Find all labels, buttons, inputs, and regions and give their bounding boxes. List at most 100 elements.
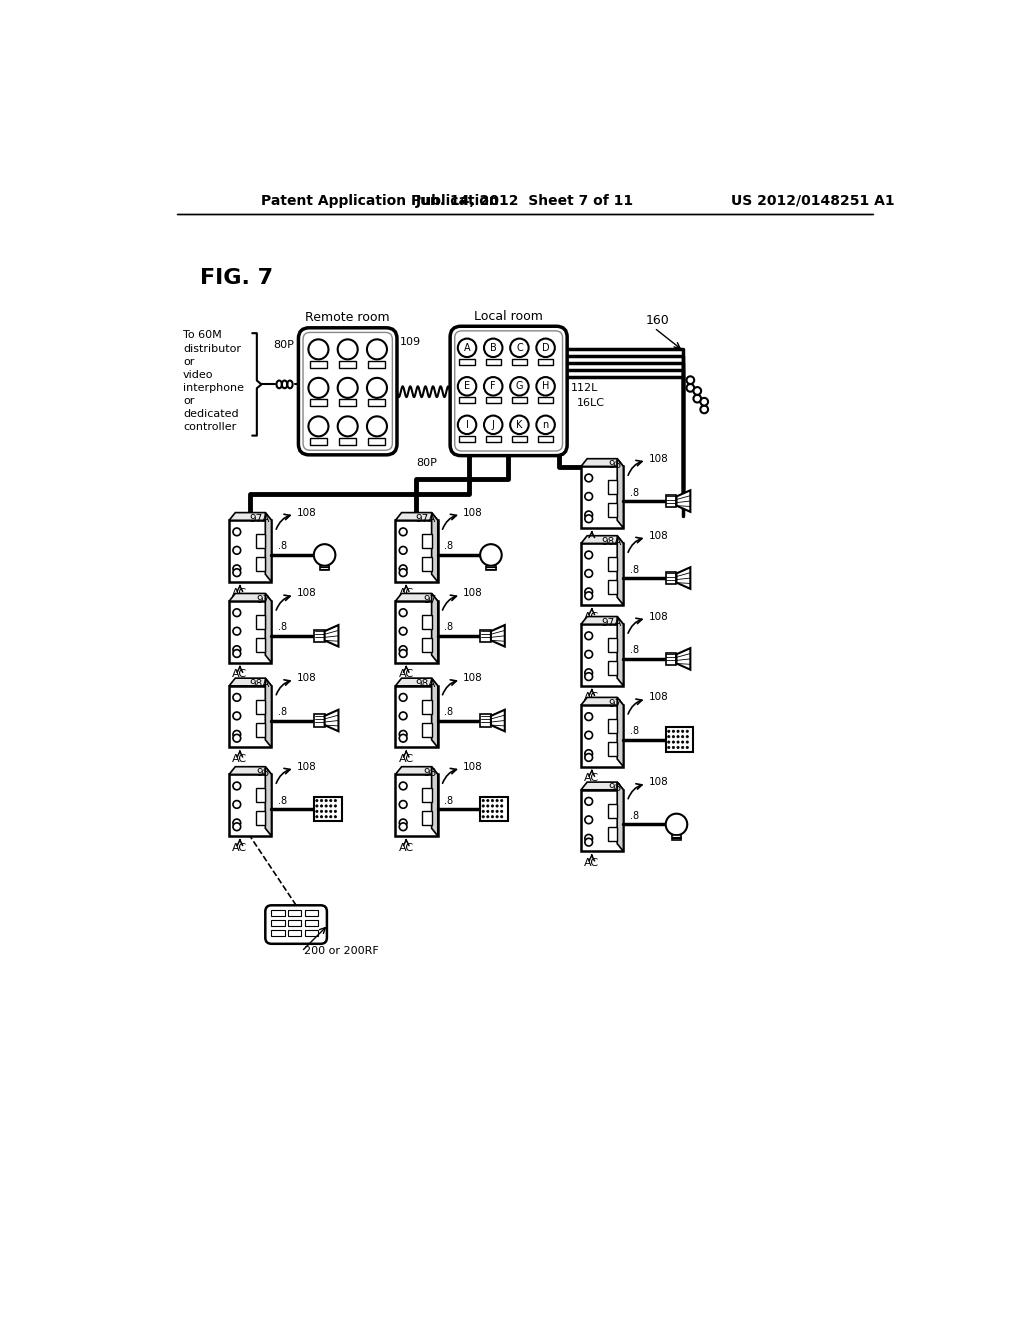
- Bar: [608, 581, 617, 594]
- Polygon shape: [395, 767, 438, 775]
- Circle shape: [321, 816, 323, 818]
- Circle shape: [321, 810, 323, 813]
- Bar: [480, 714, 490, 726]
- Text: 108: 108: [297, 673, 316, 684]
- Circle shape: [585, 651, 593, 659]
- Polygon shape: [581, 697, 624, 705]
- Circle shape: [686, 384, 694, 392]
- Circle shape: [666, 813, 687, 836]
- Circle shape: [315, 816, 318, 818]
- Bar: [395, 686, 438, 747]
- Polygon shape: [432, 678, 438, 747]
- Text: B: B: [489, 343, 497, 352]
- Bar: [608, 661, 617, 675]
- Circle shape: [585, 838, 593, 846]
- Bar: [289, 920, 301, 927]
- Polygon shape: [617, 616, 624, 686]
- Text: or: or: [183, 356, 195, 367]
- Bar: [460, 359, 475, 364]
- Text: AC: AC: [398, 669, 414, 680]
- Text: 97: 97: [257, 594, 270, 605]
- Circle shape: [686, 741, 688, 743]
- Circle shape: [338, 339, 357, 359]
- Bar: [666, 495, 677, 507]
- Circle shape: [399, 800, 407, 808]
- Circle shape: [496, 805, 499, 807]
- Text: US 2012/0148251 A1: US 2012/0148251 A1: [731, 194, 895, 207]
- Bar: [422, 557, 432, 572]
- Bar: [256, 723, 265, 737]
- Text: interphone: interphone: [183, 383, 244, 393]
- Polygon shape: [432, 512, 438, 582]
- Bar: [581, 466, 624, 528]
- Circle shape: [677, 741, 679, 743]
- Text: AC: AC: [585, 611, 599, 622]
- Circle shape: [308, 416, 329, 437]
- Text: 97A: 97A: [416, 513, 436, 524]
- Text: 108: 108: [297, 508, 316, 517]
- Bar: [271, 909, 285, 916]
- Text: FIG. 7: FIG. 7: [200, 268, 273, 288]
- Text: 16LC: 16LC: [577, 399, 604, 408]
- Polygon shape: [325, 626, 339, 647]
- Circle shape: [668, 746, 670, 748]
- Circle shape: [585, 673, 593, 681]
- Circle shape: [484, 338, 503, 358]
- Circle shape: [585, 632, 593, 640]
- Circle shape: [677, 746, 679, 748]
- Text: 98: 98: [608, 783, 622, 793]
- Circle shape: [486, 805, 489, 807]
- Bar: [271, 929, 285, 936]
- Polygon shape: [581, 459, 624, 466]
- Text: .8: .8: [630, 726, 639, 737]
- Circle shape: [672, 735, 675, 738]
- Text: 108: 108: [463, 673, 483, 684]
- Bar: [485, 436, 501, 442]
- Circle shape: [501, 810, 503, 813]
- Circle shape: [686, 730, 688, 733]
- Circle shape: [367, 339, 387, 359]
- Text: AC: AC: [585, 693, 599, 702]
- Bar: [485, 359, 501, 364]
- Circle shape: [233, 627, 241, 635]
- Text: .8: .8: [444, 622, 453, 632]
- Text: 108: 108: [649, 777, 669, 787]
- Circle shape: [321, 805, 323, 807]
- Bar: [313, 714, 325, 726]
- Text: .8: .8: [278, 708, 287, 717]
- Text: AC: AC: [232, 842, 248, 853]
- Bar: [310, 360, 327, 368]
- Text: 108: 108: [463, 762, 483, 772]
- Bar: [666, 653, 677, 665]
- Text: 98: 98: [423, 768, 436, 777]
- Polygon shape: [395, 678, 438, 686]
- Circle shape: [585, 492, 593, 500]
- Text: 112L: 112L: [571, 383, 598, 393]
- Circle shape: [693, 395, 701, 403]
- Circle shape: [233, 711, 241, 719]
- Circle shape: [325, 816, 328, 818]
- Text: .8: .8: [630, 487, 639, 498]
- Circle shape: [233, 569, 241, 577]
- Circle shape: [492, 800, 494, 801]
- Circle shape: [330, 810, 332, 813]
- Text: 109: 109: [400, 337, 421, 347]
- Bar: [608, 719, 617, 733]
- Bar: [369, 400, 385, 407]
- Circle shape: [486, 816, 489, 818]
- Text: controller: controller: [183, 422, 237, 432]
- Polygon shape: [229, 767, 271, 775]
- Circle shape: [233, 822, 241, 830]
- Polygon shape: [395, 512, 438, 520]
- Circle shape: [492, 816, 494, 818]
- Bar: [608, 742, 617, 756]
- Bar: [256, 788, 265, 803]
- Bar: [229, 775, 271, 836]
- Polygon shape: [229, 594, 271, 601]
- Polygon shape: [325, 710, 339, 731]
- Circle shape: [585, 589, 593, 595]
- Bar: [313, 630, 325, 642]
- Circle shape: [682, 735, 684, 738]
- Circle shape: [677, 735, 679, 738]
- Polygon shape: [617, 536, 624, 605]
